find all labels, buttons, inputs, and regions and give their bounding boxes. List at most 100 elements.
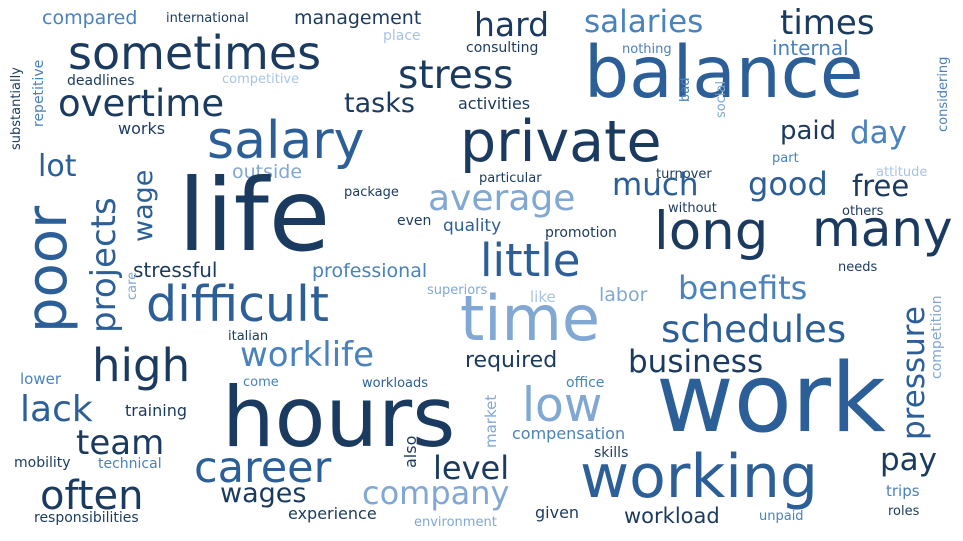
word: long [654,201,769,262]
word: repetitive [31,59,47,127]
word: paid [780,116,837,146]
word: poor [15,205,80,333]
word: good [748,165,828,203]
word: particular [479,171,542,186]
word: italian [228,329,269,344]
word: many [812,200,953,258]
word: professional [312,260,428,282]
word: like [530,288,556,306]
word: stressful [133,258,218,282]
word: part [772,151,799,166]
word: time [460,282,601,355]
word: package [344,185,399,200]
word: times [780,3,875,43]
word: also [401,435,420,468]
word: superiors [427,283,488,298]
word: hours [222,369,456,466]
word: environment [414,515,497,530]
word: low [522,378,603,433]
word: given [535,503,580,522]
word: unpaid [759,509,804,524]
word: come [243,375,279,390]
word: level [433,449,510,487]
word: without [668,201,717,216]
word: training [125,401,187,420]
word: turnover [656,167,712,182]
word: high [92,339,191,392]
word: others [842,204,884,219]
word: hard [474,5,550,44]
word: free [852,169,910,203]
word: company [362,474,510,512]
word: market [482,394,500,448]
word: business [628,344,764,380]
word: working [580,442,818,512]
word: wages [220,478,307,509]
word: nothing [622,42,672,57]
word: pay [880,442,938,478]
word: trips [886,482,920,500]
word: care [125,271,140,300]
word: salary [207,111,365,171]
word: international [166,11,249,26]
word: required [465,348,558,373]
word: works [118,119,166,138]
word: pressure [896,306,932,440]
word: responsibilities [34,510,139,526]
word: difficult [146,276,329,333]
word: competitive [222,72,300,87]
word: lack [20,389,93,430]
word: overtime [58,82,225,125]
word: benefits [678,269,808,307]
word: much [612,167,699,203]
word: even [397,213,432,229]
word: labor [599,284,648,306]
word: mobility [14,455,71,471]
word: worklife [240,335,375,375]
word: experience [288,504,377,523]
word: skills [594,445,629,461]
word: little [480,234,581,287]
word: attitude [876,165,928,180]
word: stress [398,53,514,98]
word: compared [42,7,138,29]
word: average [428,178,576,219]
word: lot [38,149,77,184]
word: roles [888,504,920,519]
word: needs [838,260,878,275]
word: projects [84,197,124,333]
word: life [178,157,331,274]
word: bad [678,77,693,102]
word: social [714,80,729,118]
word: balance [584,31,864,114]
word: work [656,344,886,454]
word: workload [624,504,720,528]
word: office [566,375,605,391]
word: career [194,443,332,493]
word: team [76,423,165,463]
word: management [294,7,422,29]
word: activities [458,94,531,113]
word: often [40,473,144,519]
word: internal [772,36,849,60]
word: deadlines [67,73,135,89]
word: promotion [545,225,617,241]
word: consulting [466,40,539,56]
word: workloads [362,376,429,391]
word: place [383,28,421,44]
word: quality [443,216,502,236]
word: private [460,109,662,175]
word: tasks [344,88,415,119]
word: wage [128,169,159,242]
word: considering [936,56,951,132]
word: competition [929,295,945,379]
word: lower [20,370,62,388]
word: substantially [9,67,24,150]
word: sometimes [68,26,322,80]
word: technical [98,456,162,472]
word: compensation [512,424,626,443]
word: outside [232,161,303,183]
word: salaries [584,4,704,40]
word: day [850,115,908,151]
